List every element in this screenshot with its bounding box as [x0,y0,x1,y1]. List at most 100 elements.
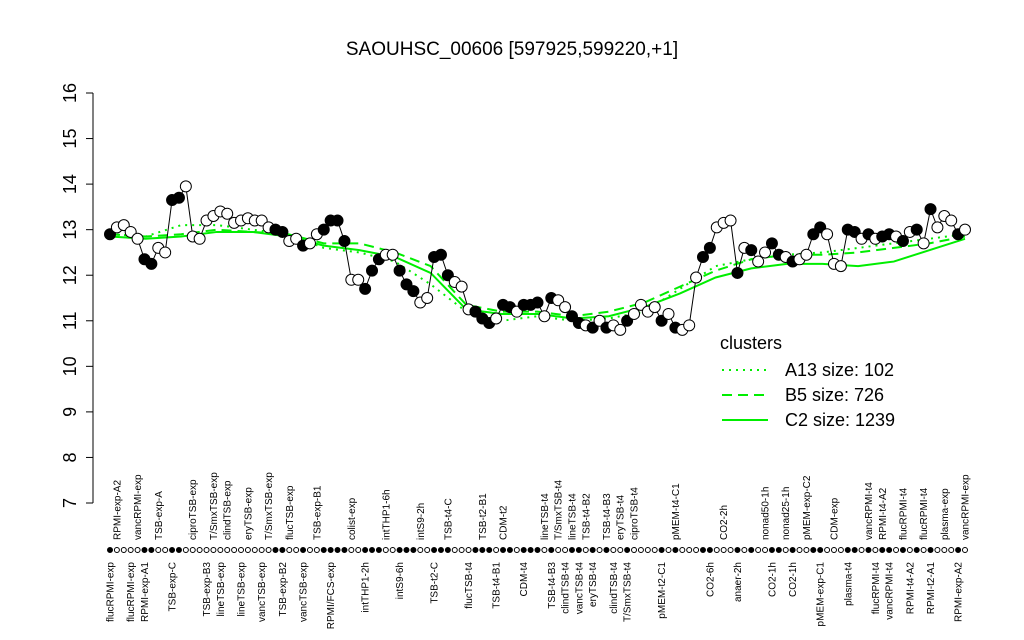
x-tick-label: TSB-exp-B2 [278,562,289,617]
sample-dot [341,547,348,553]
x-tick-label: eryTSB-t4 [616,495,627,540]
sample-dot [810,547,817,553]
sample-dot [651,547,658,553]
legend-label: C2 size: 1239 [785,410,895,430]
sample-dot [155,547,162,553]
sample-dot [824,547,831,553]
sample-dot [830,547,837,553]
x-tick-label: lineTSB-t4 [540,493,551,540]
y-tick-label: 12 [60,265,80,285]
x-tick-label: CO2-1h [788,562,799,597]
point [759,246,772,259]
sample-dot [727,547,734,553]
point [662,307,675,320]
sample-dot [203,547,210,553]
point [559,301,572,314]
sample-dot [837,547,844,553]
sample-dot [465,547,472,553]
sample-dot [403,547,410,553]
sample-dot [300,547,307,553]
sample-dot [396,547,403,553]
sample-dot [175,547,182,553]
x-tick-label: vancRPMI-t4 [864,482,875,540]
x-tick-label: RPMI/FCS-exp [326,562,337,630]
x-tick-label: vancTSB-exp [257,562,268,622]
sample-dot [334,547,341,553]
point [731,266,744,279]
sample-dot [562,547,569,553]
legend-label: B5 size: 726 [785,385,884,405]
point [896,235,909,248]
sample-dot [575,547,582,553]
x-tick-label: pMEM-t4-C1 [671,483,682,540]
point [131,232,144,245]
sample-dot [548,547,555,553]
sample-dot [127,547,134,553]
sample-dot [624,547,631,553]
point [490,312,503,325]
point [366,264,379,277]
x-tick-label: flucTSB-t4 [464,562,475,609]
sample-dot [665,547,672,553]
sample-dot [886,547,893,553]
x-tick-label: T/SmxTSB-exp [264,472,275,540]
x-tick-label: eryTSB-exp [243,487,254,540]
sample-dot [410,547,417,553]
point [945,214,958,227]
x-tick-label: ciproTSB-exp [188,479,199,540]
sample-dot [527,547,534,553]
sample-dot [679,547,686,553]
y-tick-label: 7 [60,498,80,508]
x-tick-label: TSB-t2-C [430,562,441,604]
point [352,273,365,286]
point [765,237,778,250]
sample-dot [906,547,913,553]
sample-dot [768,547,775,553]
sample-dot [699,547,706,553]
sample-dot [755,547,762,553]
sample-dot [148,547,155,553]
point [614,323,627,336]
point [179,180,192,193]
sample-dot [631,547,638,553]
point [276,225,289,238]
sample-dot [113,547,120,553]
y-tick-label: 14 [60,174,80,194]
sample-dot [189,547,196,553]
point [696,251,709,263]
sample-dot [375,547,382,553]
y-tick-label: 9 [60,407,80,417]
point [421,292,434,304]
y-tick-label: 8 [60,452,80,462]
sample-dot [686,547,693,553]
sample-dot [713,547,720,553]
sample-dot [658,547,665,553]
point [386,248,399,261]
x-tick-label: RPMI-exp-A1 [140,562,151,622]
x-tick-label: intTHP1-2h [361,562,372,613]
sample-dot [596,547,603,553]
point [800,248,813,261]
x-tick-label: plasma-exp [940,488,951,540]
sample-dot [196,547,203,553]
sample-dot [568,547,575,553]
x-tick-label: lineTSB-t4 [567,493,578,540]
x-tick-label: ciproTSB-t4 [630,487,641,540]
sample-dot [258,547,265,553]
x-tick-label: vancTSB-t4 [574,562,585,615]
sample-dot [748,547,755,553]
x-tick-label: flucTSB-exp [285,485,296,540]
x-tick-label: nonad25-1h [781,487,792,540]
sample-dot [134,547,141,553]
sample-dot [955,547,962,553]
sample-dot [782,547,789,553]
sample-dot [272,547,279,553]
sample-dot [141,547,148,553]
x-tick-label: intS9-6h [395,562,406,599]
x-tick-label: TSB-t4-C [443,498,454,540]
sample-dot [169,547,176,553]
point [683,319,696,332]
point [628,307,641,320]
x-tick-label: TSB-t4-B3 [547,562,558,609]
